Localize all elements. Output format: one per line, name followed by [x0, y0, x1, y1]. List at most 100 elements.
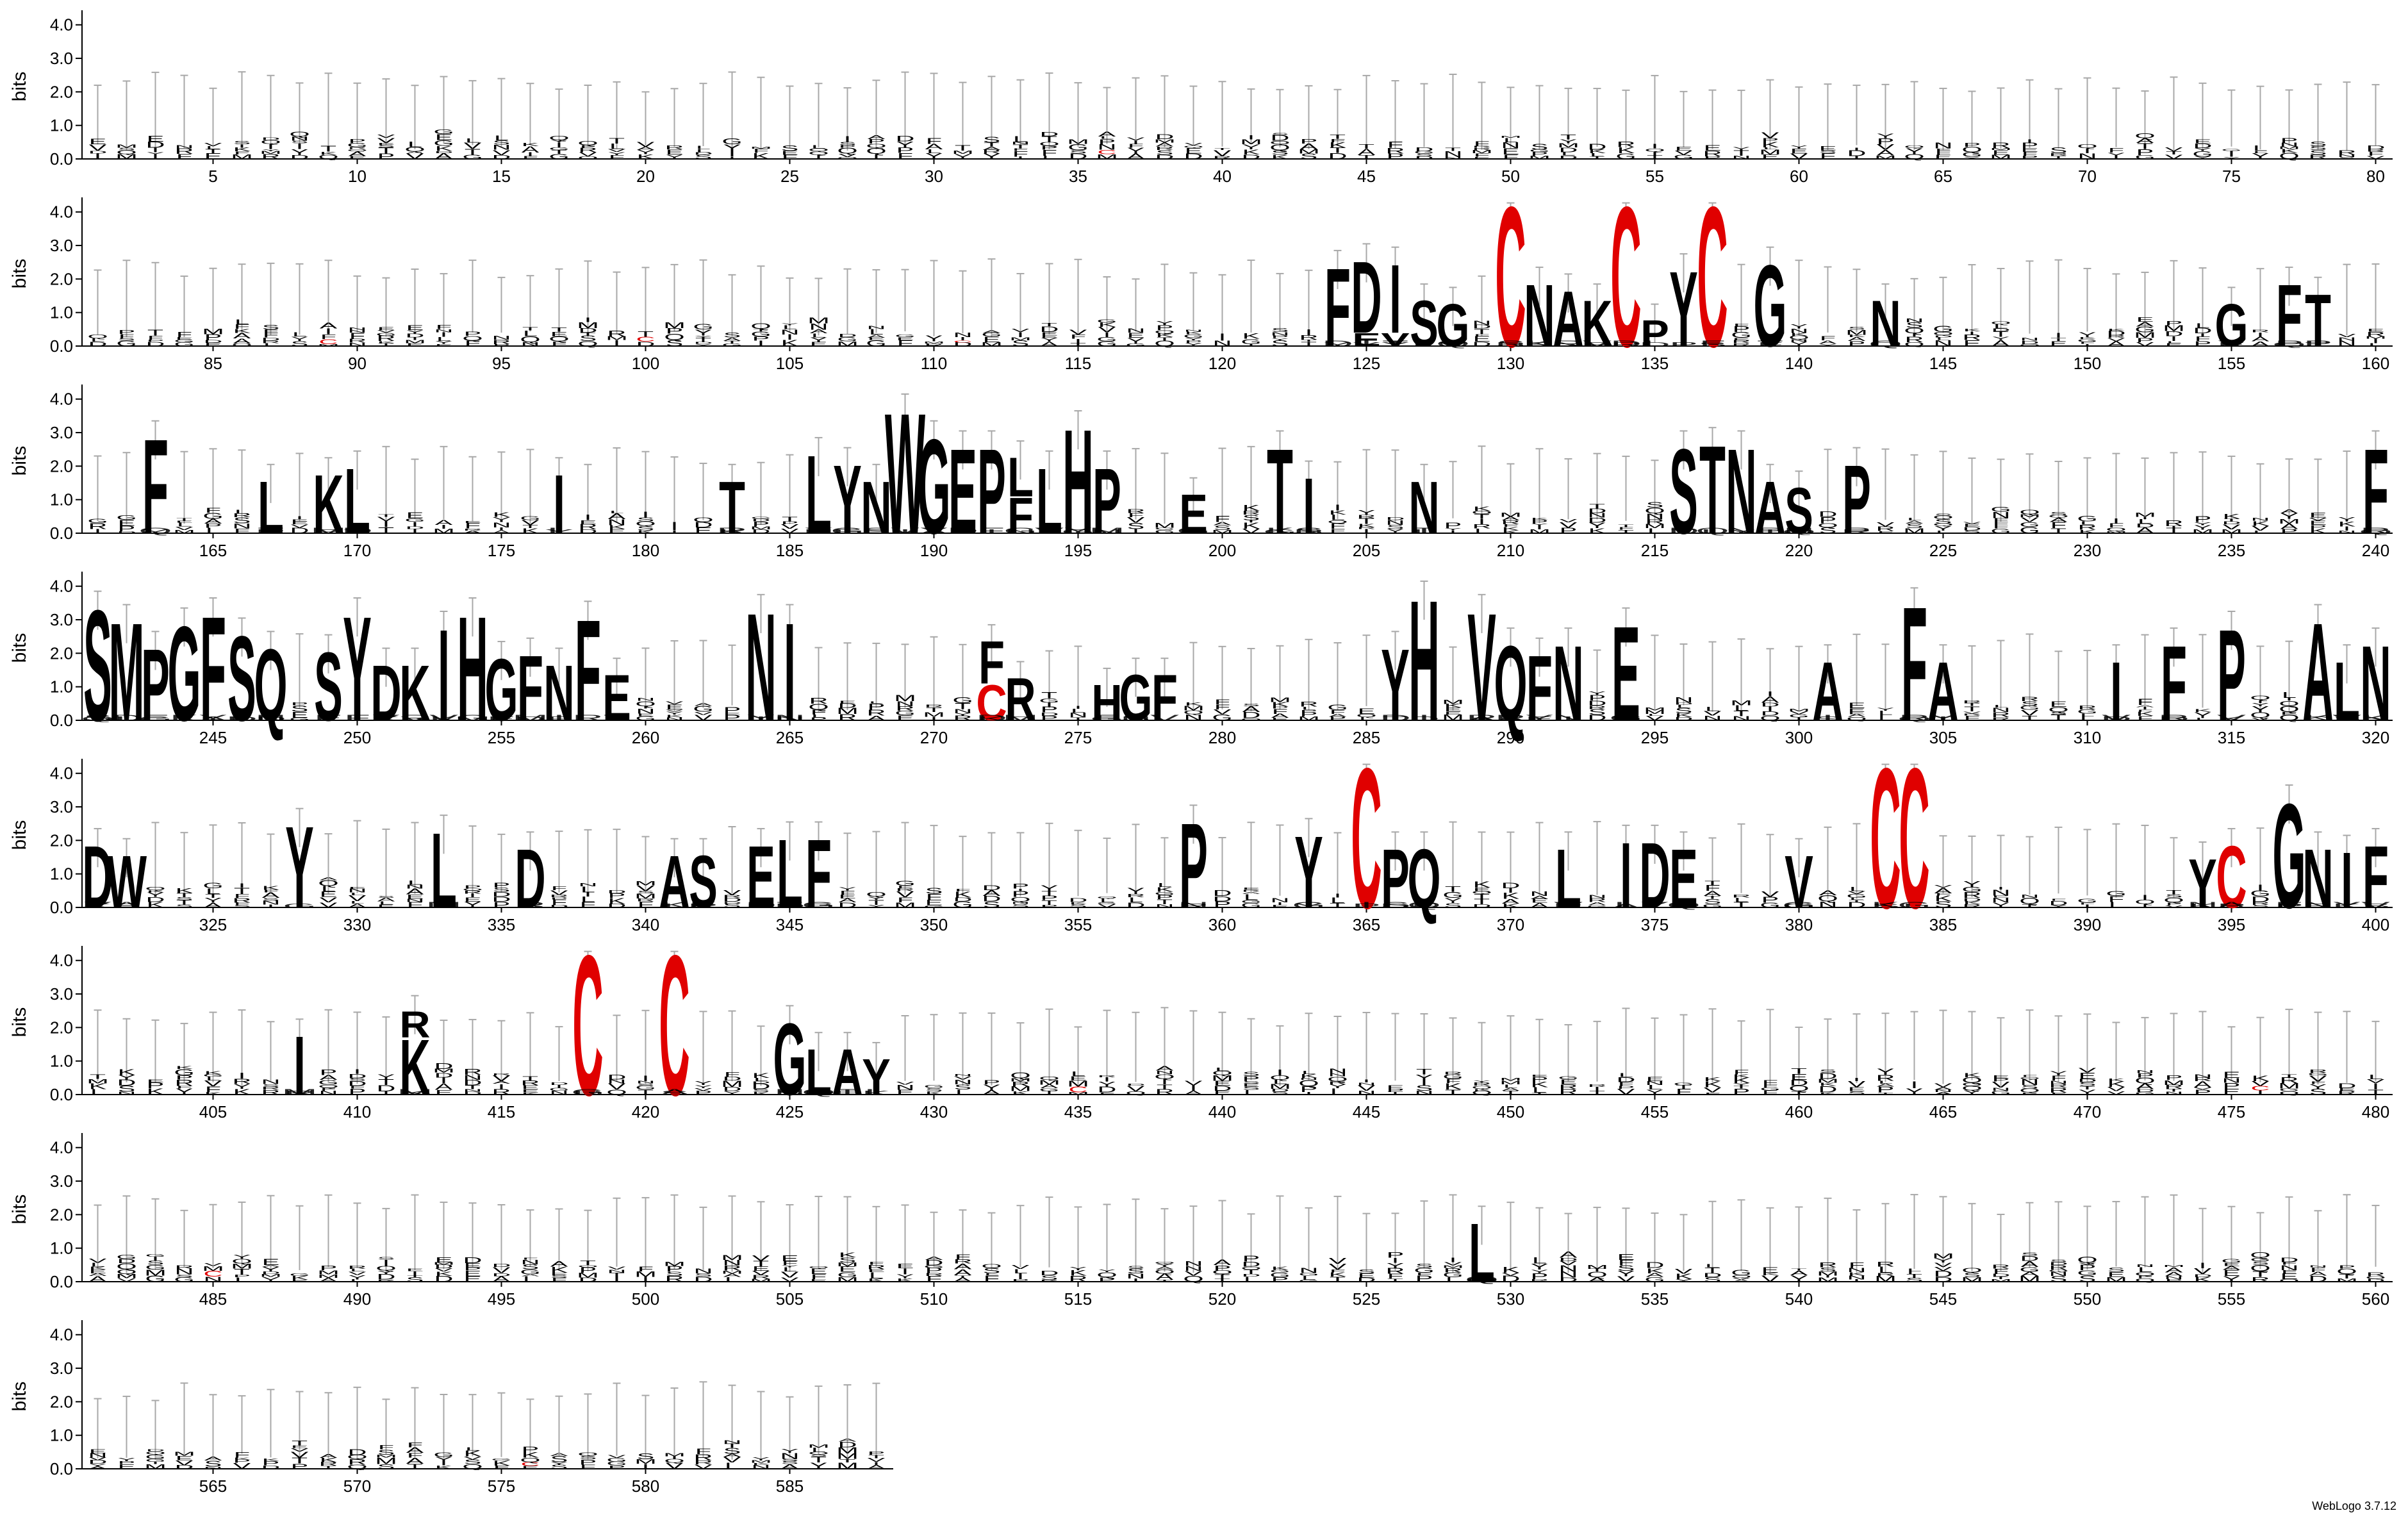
x-tick-label: 115	[1065, 354, 1091, 373]
logo-letter: V	[752, 1255, 771, 1263]
logo-letter: F	[551, 340, 567, 347]
logo-letter: N	[1444, 149, 1463, 159]
logo-letter: I	[152, 154, 159, 160]
logo-letter: L	[609, 510, 624, 514]
logo-letter: V	[896, 1081, 914, 1086]
x-tick-label: 40	[1213, 167, 1232, 186]
logo-letter: N	[1011, 141, 1030, 145]
logo-letter: G	[2273, 773, 2306, 940]
logo-letter: S	[262, 324, 280, 331]
logo-letter: A	[320, 877, 338, 881]
logo-letter: E	[2165, 343, 2182, 347]
logo-letter: M	[2163, 324, 2184, 333]
logo-letter: Y	[2252, 152, 2270, 161]
logo-letter: V	[1185, 1080, 1203, 1087]
logo-letter: M	[1442, 713, 1464, 722]
logo-letter: F	[2022, 1074, 2038, 1077]
logo-letter: V	[89, 142, 107, 153]
logo-letter: Y	[2280, 512, 2298, 521]
logo-letter: Y	[2194, 147, 2212, 153]
logo-letter: N	[1553, 341, 1584, 348]
logo-letter: M	[1096, 153, 1117, 161]
logo-letter: I	[553, 458, 565, 552]
logo-letter: L	[2368, 343, 2383, 347]
y-tick-label: 0.0	[50, 524, 73, 543]
logo-letter: D	[1501, 882, 1521, 890]
y-axis-label: bits	[9, 633, 30, 663]
logo-letter: E	[666, 703, 684, 711]
logo-letter: D	[1992, 327, 2011, 332]
logo-letter: E	[550, 331, 568, 338]
logo-letter: S	[1934, 513, 1952, 517]
logo-letter: R	[261, 340, 281, 343]
logo-letter: K	[1266, 526, 1294, 536]
logo-letter: A	[550, 1453, 568, 1457]
logo-letter: E	[406, 1268, 424, 1272]
logo-letter: D	[515, 832, 545, 926]
logo-letter: N	[1271, 331, 1290, 336]
logo-letter: Y	[147, 152, 165, 156]
logo-letter: A	[2107, 340, 2126, 348]
y-tick-label: 3.0	[50, 984, 73, 1004]
logo-letter: Q	[808, 151, 829, 156]
logo-letter: L	[811, 144, 826, 149]
logo-letter: L	[465, 137, 480, 144]
x-tick-label: 270	[920, 728, 948, 747]
logo-letter: I	[873, 153, 880, 160]
logo-letter: V	[2136, 342, 2154, 348]
logo-letter: D	[1069, 152, 1088, 161]
logo-letter: Y	[118, 1457, 136, 1462]
logo-letter: N	[607, 518, 627, 527]
logo-letter: K	[1704, 1077, 1722, 1082]
logo-letter: D	[2158, 715, 2189, 722]
x-tick-label: 55	[1645, 167, 1664, 186]
logo-letter: F	[1474, 333, 1490, 336]
logo-letter: L	[408, 140, 422, 149]
logo-letter: N	[861, 467, 891, 550]
logo-letter: Y	[810, 336, 828, 343]
logo-letter: T	[2050, 337, 2066, 342]
logo-letter: I	[1853, 1077, 1860, 1082]
logo-letter: N	[953, 709, 973, 715]
logo-letter: T	[1618, 524, 1634, 528]
logo-letter: I	[2113, 517, 2120, 525]
logo-letter: R	[1992, 716, 2011, 722]
logo-letter: N	[348, 342, 367, 347]
logo-letter: I	[1651, 151, 1658, 156]
logo-letter: K	[1242, 332, 1260, 341]
logo-letter: N	[348, 327, 367, 331]
logo-letter: F	[234, 151, 250, 155]
logo-letter: E	[2021, 147, 2039, 153]
logo-letter: E	[204, 342, 222, 347]
logo-letter: I	[293, 1020, 306, 1113]
x-tick-label: 470	[2074, 1102, 2101, 1121]
x-tick-label: 460	[1785, 1102, 1813, 1121]
logo-letter: P	[1093, 449, 1121, 553]
logo-letter: I	[1103, 331, 1110, 338]
logo-letter: V	[2107, 337, 2125, 342]
logo-letter: A	[1812, 645, 1843, 739]
x-tick-label: 160	[2362, 354, 2389, 373]
logo-letter: I	[584, 513, 591, 522]
logo-letter: M	[1557, 142, 1579, 149]
logo-letter: V	[493, 149, 511, 156]
logo-letter: C	[1610, 164, 1641, 388]
logo-letter: M	[512, 713, 548, 724]
logo-letter: M	[1528, 155, 1550, 160]
logo-letter: T	[2223, 518, 2239, 522]
x-tick-label: 255	[488, 728, 515, 747]
logo-letter: Q	[1494, 624, 1528, 743]
logo-letter: T	[522, 326, 538, 331]
logo-letter: A	[435, 519, 454, 527]
logo-letter: M	[1644, 523, 1665, 529]
logo-letter: Y	[2079, 331, 2097, 338]
logo-letter: M	[1499, 511, 1521, 518]
logo-letter: R	[572, 713, 604, 724]
y-tick-label: 2.0	[50, 1205, 73, 1224]
logo-letter: G	[2221, 1258, 2241, 1264]
logo-letter: R	[1992, 711, 2011, 718]
logo-letter: D	[1351, 240, 1381, 354]
logo-letter: K	[1329, 141, 1347, 149]
x-tick-label: 530	[1497, 1289, 1524, 1309]
